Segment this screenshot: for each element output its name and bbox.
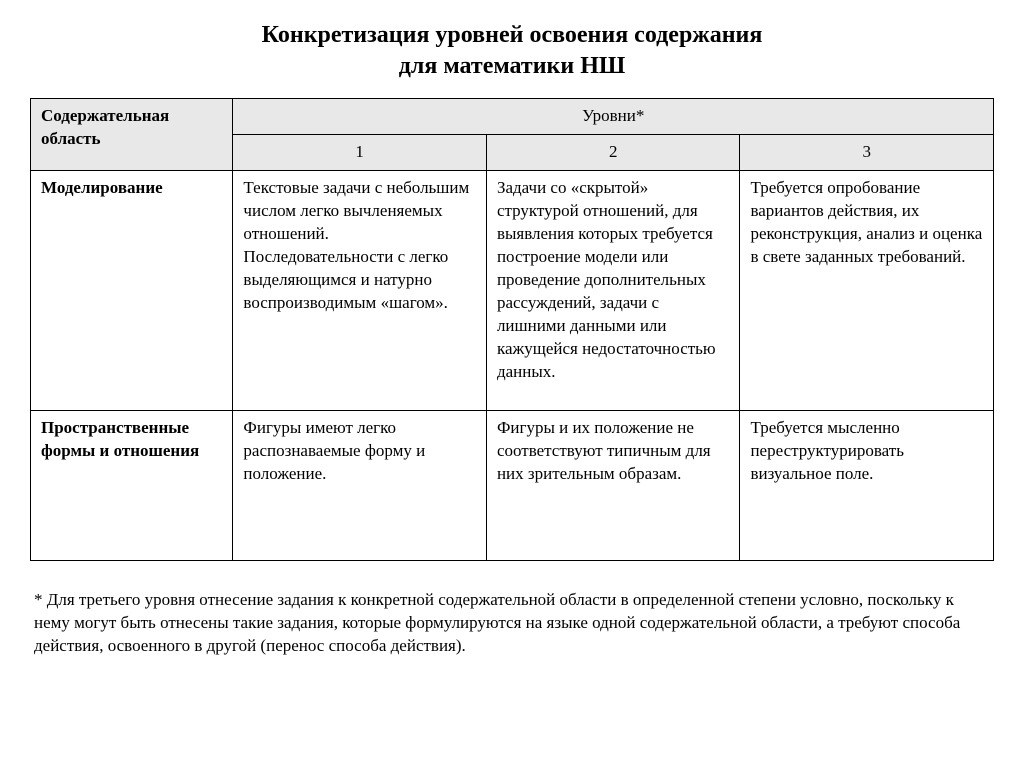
row1-level1: Текстовые задачи с небольшим числом легк… [233, 171, 487, 411]
table-row: Моделирование Текстовые задачи с небольш… [31, 171, 994, 411]
title-line-2: для математики НШ [399, 53, 625, 79]
header-area-label: Содержательная область [41, 106, 169, 148]
header-levels: Уровни* [233, 99, 994, 135]
row1-level2: Задачи со «скрытой» структурой отношений… [486, 171, 740, 411]
footnote: * Для третьего уровня отнесение задания … [30, 589, 994, 658]
row1-level2-text: Задачи со «скрытой» структурой отношений… [497, 178, 716, 381]
level-num-2: 2 [609, 142, 618, 161]
row2-level3-text: Требуется мысленно переструктурировать в… [750, 418, 904, 483]
header-level-3: 3 [740, 135, 994, 171]
level-num-1: 1 [355, 142, 364, 161]
header-level-1: 1 [233, 135, 487, 171]
table-row: Пространственные формы и отношения Фигур… [31, 411, 994, 561]
row2-level2-text: Фигуры и их положение не соответствуют т… [497, 418, 711, 483]
footnote-text: * Для третьего уровня отнесение задания … [34, 590, 960, 655]
row2-level2: Фигуры и их положение не соответствуют т… [486, 411, 740, 561]
row2-area: Пространственные формы и отношения [31, 411, 233, 561]
level-num-3: 3 [862, 142, 871, 161]
page-title: Конкретизация уровней освоения содержани… [30, 20, 994, 82]
row1-area-text: Моделирование [41, 178, 163, 197]
header-level-2: 2 [486, 135, 740, 171]
row2-level1-text: Фигуры имеют легко распознаваемые форму … [243, 418, 425, 483]
row2-area-text: Пространственные формы и отношения [41, 418, 199, 460]
row2-level3: Требуется мысленно переструктурировать в… [740, 411, 994, 561]
row1-level3: Требуется опробование вариантов действия… [740, 171, 994, 411]
levels-table: Содержательная область Уровни* 1 2 3 Мод… [30, 98, 994, 561]
header-levels-label: Уровни* [582, 106, 644, 125]
title-line-1: Конкретизация уровней освоения содержани… [262, 22, 763, 48]
row2-level1: Фигуры имеют легко распознаваемые форму … [233, 411, 487, 561]
row1-level1-text: Текстовые задачи с небольшим числом легк… [243, 178, 469, 312]
header-area: Содержательная область [31, 99, 233, 171]
row1-area: Моделирование [31, 171, 233, 411]
row1-level3-text: Требуется опробование вариантов действия… [750, 178, 982, 266]
